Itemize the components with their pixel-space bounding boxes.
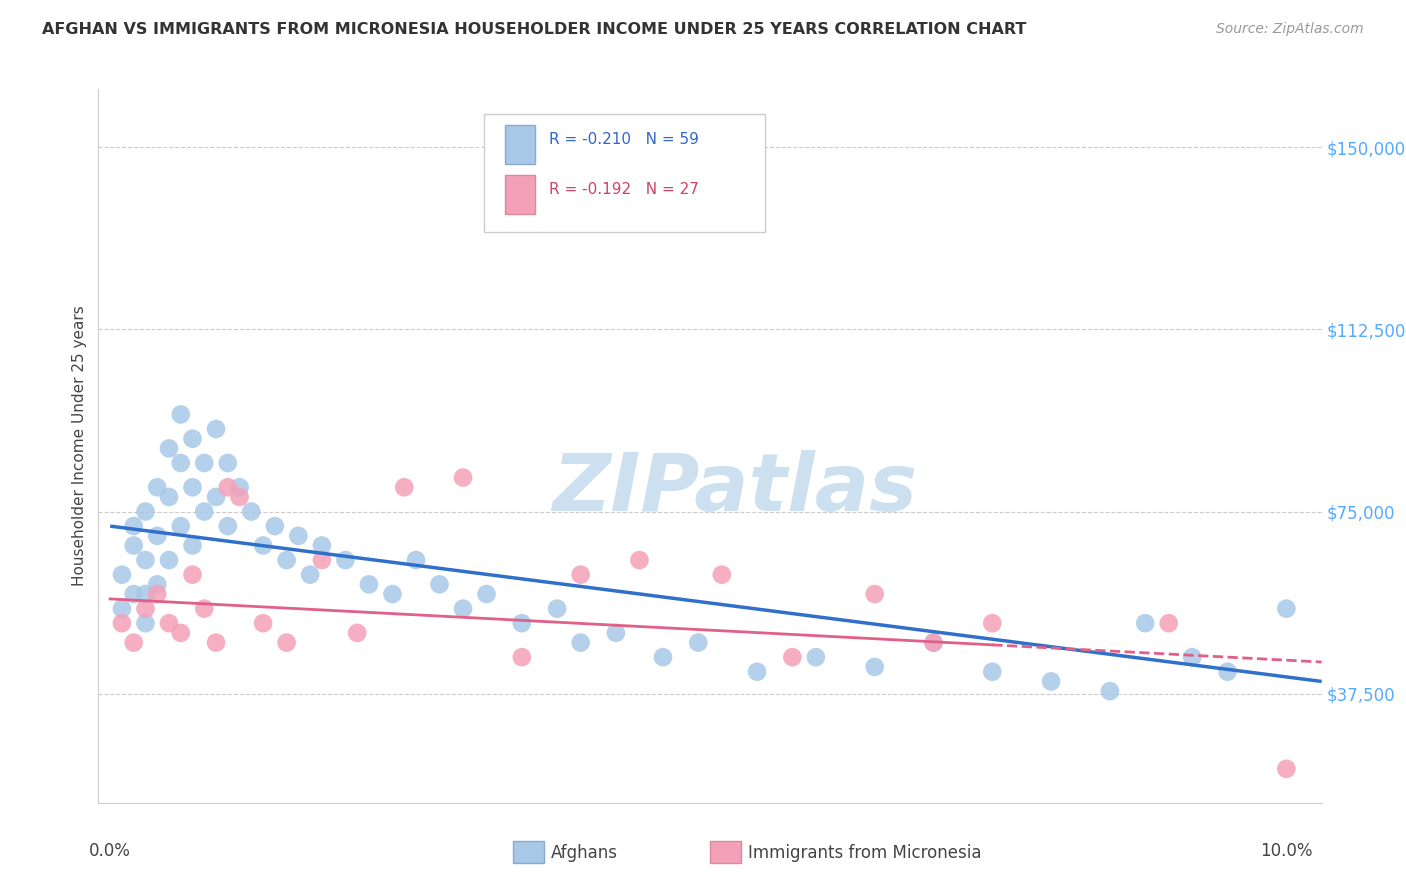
Point <box>217 519 239 533</box>
Point <box>605 626 627 640</box>
Point <box>157 490 180 504</box>
Point <box>405 553 427 567</box>
Point <box>217 480 239 494</box>
Point <box>688 635 710 649</box>
Point <box>205 635 228 649</box>
Point <box>157 553 180 567</box>
Text: Immigrants from Micronesia: Immigrants from Micronesia <box>748 844 981 862</box>
Point <box>263 519 285 533</box>
Point <box>111 601 134 615</box>
Point <box>122 519 145 533</box>
Text: AFGHAN VS IMMIGRANTS FROM MICRONESIA HOUSEHOLDER INCOME UNDER 25 YEARS CORRELATI: AFGHAN VS IMMIGRANTS FROM MICRONESIA HOU… <box>42 22 1026 37</box>
Text: Afghans: Afghans <box>551 844 619 862</box>
Point <box>205 422 228 436</box>
Point <box>134 601 156 615</box>
Point <box>429 577 451 591</box>
Point <box>181 480 204 494</box>
Point <box>181 539 204 553</box>
Point <box>134 504 156 518</box>
Point <box>394 480 416 494</box>
Point <box>146 480 169 494</box>
Point <box>287 529 309 543</box>
Point <box>1181 650 1204 665</box>
Point <box>863 660 886 674</box>
Point <box>710 567 733 582</box>
Point <box>122 587 145 601</box>
FancyBboxPatch shape <box>505 125 536 164</box>
Point <box>193 601 215 615</box>
Point <box>276 635 298 649</box>
Point <box>782 650 804 665</box>
Point <box>1216 665 1239 679</box>
Point <box>122 635 145 649</box>
Point <box>451 470 474 484</box>
Point <box>228 480 250 494</box>
Point <box>170 456 193 470</box>
Point <box>1157 616 1180 631</box>
Point <box>981 616 1004 631</box>
Point <box>228 490 250 504</box>
Point <box>134 553 156 567</box>
Point <box>804 650 827 665</box>
Point <box>1040 674 1063 689</box>
Text: R = -0.192   N = 27: R = -0.192 N = 27 <box>548 182 699 196</box>
Point <box>276 553 298 567</box>
Point <box>510 616 533 631</box>
Point <box>981 665 1004 679</box>
Point <box>252 539 274 553</box>
Point <box>346 626 368 640</box>
Point <box>311 539 333 553</box>
Point <box>170 626 193 640</box>
FancyBboxPatch shape <box>505 175 536 214</box>
Text: 0.0%: 0.0% <box>89 842 131 860</box>
Point <box>181 567 204 582</box>
Point <box>157 442 180 456</box>
Point <box>863 587 886 601</box>
Point <box>652 650 675 665</box>
Text: Source: ZipAtlas.com: Source: ZipAtlas.com <box>1216 22 1364 37</box>
Point <box>252 616 274 631</box>
Point <box>240 504 263 518</box>
Point <box>311 553 333 567</box>
Y-axis label: Householder Income Under 25 years: Householder Income Under 25 years <box>72 306 87 586</box>
Point <box>193 504 215 518</box>
Point <box>335 553 357 567</box>
Point <box>205 490 228 504</box>
Point <box>170 408 193 422</box>
Text: R = -0.210   N = 59: R = -0.210 N = 59 <box>548 132 699 146</box>
Point <box>181 432 204 446</box>
Point <box>451 601 474 615</box>
Point <box>299 567 322 582</box>
Point <box>510 650 533 665</box>
Text: ZIPatlas: ZIPatlas <box>553 450 917 528</box>
Point <box>1098 684 1121 698</box>
Point <box>217 456 239 470</box>
Text: 10.0%: 10.0% <box>1260 842 1313 860</box>
Point <box>146 587 169 601</box>
Point <box>193 456 215 470</box>
Point <box>1275 762 1298 776</box>
Point <box>922 635 945 649</box>
Point <box>1135 616 1157 631</box>
Point <box>475 587 498 601</box>
Point <box>569 567 592 582</box>
Point <box>157 616 180 631</box>
Point <box>146 577 169 591</box>
Point <box>134 616 156 631</box>
Point <box>381 587 404 601</box>
Point <box>111 616 134 631</box>
FancyBboxPatch shape <box>484 114 765 232</box>
Point <box>546 601 568 615</box>
Point <box>170 519 193 533</box>
Point <box>1275 601 1298 615</box>
Point <box>357 577 380 591</box>
Point <box>745 665 768 679</box>
Point <box>111 567 134 582</box>
Point <box>134 587 156 601</box>
Point <box>146 529 169 543</box>
Point <box>628 553 651 567</box>
Point <box>122 539 145 553</box>
Point <box>569 635 592 649</box>
Point <box>922 635 945 649</box>
